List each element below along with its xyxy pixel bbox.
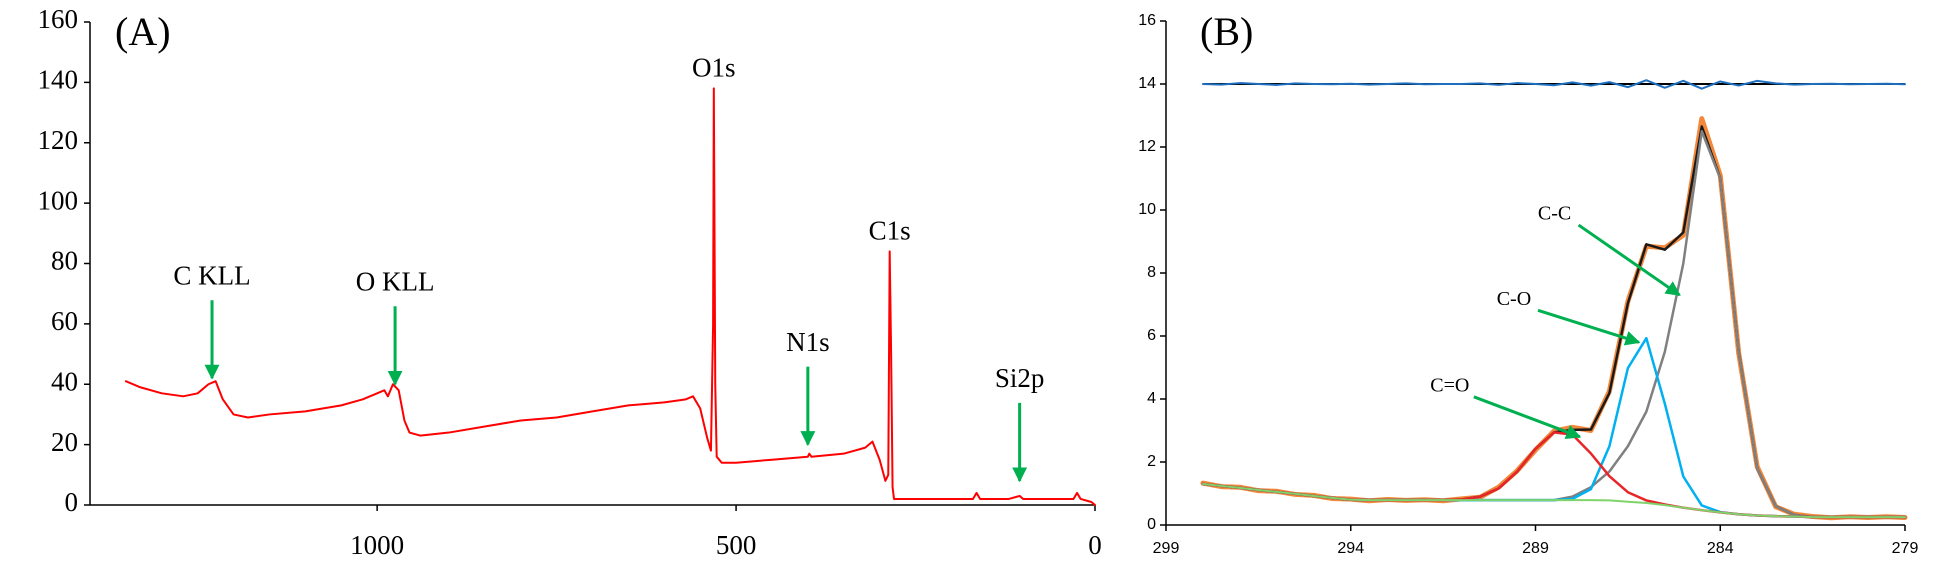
y-tick-label: 160 (38, 4, 79, 34)
annotation-label: Si2p (995, 363, 1045, 393)
x-tick-label: 299 (1153, 540, 1180, 557)
x-tick-label: 279 (1892, 540, 1919, 557)
y-tick-label: 10 (1138, 201, 1156, 218)
annotation-arrow (1537, 308, 1641, 346)
x-tick-label: 284 (1707, 540, 1734, 557)
annotation-label: N1s (786, 327, 830, 357)
x-tick-label: 289 (1522, 540, 1549, 557)
y-tick-label: 6 (1147, 327, 1156, 344)
series-line (1200, 116, 1908, 521)
panel-label: (B) (1200, 9, 1253, 54)
y-tick-label: 16 (1138, 12, 1156, 29)
annotation-label: C-O (1497, 288, 1531, 310)
y-tick-label: 20 (51, 427, 78, 457)
series-line (1201, 483, 1906, 519)
x-tick-label: 500 (716, 530, 757, 560)
y-tick-label: 80 (51, 246, 78, 276)
annotation-arrow (1473, 395, 1582, 440)
y-tick-label: 100 (38, 185, 79, 215)
y-tick-label: 0 (65, 487, 79, 517)
panel-label: (A) (115, 9, 171, 54)
series-line (124, 87, 1096, 506)
x-tick-label: 1000 (350, 530, 404, 560)
y-tick-label: 4 (1147, 390, 1156, 407)
y-tick-label: 12 (1138, 138, 1156, 155)
y-tick-label: 140 (38, 65, 79, 95)
y-tick-label: 60 (51, 306, 78, 336)
annotation-label: O KLL (356, 266, 435, 296)
series-line (1201, 125, 1907, 519)
annotation-arrow (1577, 223, 1681, 297)
y-tick-label: 120 (38, 125, 79, 155)
series-line (1201, 79, 1906, 90)
y-tick-label: 14 (1138, 75, 1156, 92)
x-tick-label: 294 (1337, 540, 1364, 557)
y-tick-label: 40 (51, 366, 78, 396)
series-line (1201, 130, 1907, 519)
annotation-label: C=O (1430, 374, 1469, 396)
x-tick-label: 0 (1088, 530, 1102, 560)
series-line (1201, 431, 1907, 519)
y-tick-label: 0 (1147, 516, 1156, 533)
annotation-label: C-C (1538, 203, 1571, 225)
y-tick-label: 8 (1147, 264, 1156, 281)
y-tick-label: 2 (1147, 453, 1156, 470)
annotation-label: C1s (869, 216, 911, 246)
annotation-label: C KLL (173, 260, 250, 290)
annotation-label: O1s (692, 53, 736, 83)
